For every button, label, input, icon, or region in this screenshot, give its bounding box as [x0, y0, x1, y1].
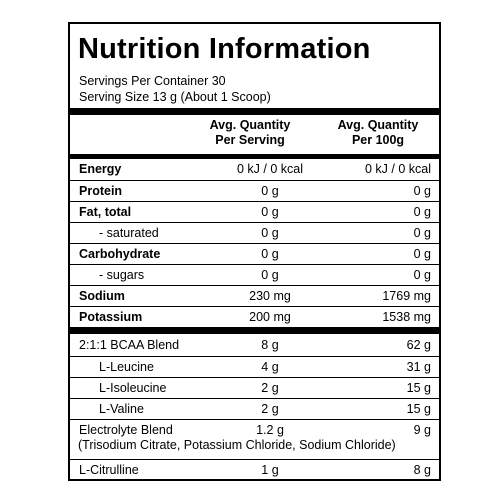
per-100g-value: 31 g [406, 360, 431, 374]
header-per-100g: Avg. Quantity Per 100g [317, 118, 439, 148]
per-serving-value: 4 g [261, 360, 279, 374]
table-row: Sodium 230 mg 1769 mg [70, 285, 439, 306]
per-100g-value: 8 g [413, 463, 431, 477]
electrolyte-sub-ingredients: (Trisodium Citrate, Potassium Chloride, … [78, 438, 396, 452]
table-row: L-Valine 2 g 15 g [70, 398, 439, 419]
per-serving-value: 1.2 g [256, 423, 284, 437]
per-100g-value: 1538 mg [382, 310, 431, 324]
row-label: L-Isoleucine [99, 381, 167, 395]
header-per-serving: Avg. Quantity Per Serving [196, 118, 304, 148]
per-100g-value: 15 g [406, 402, 431, 416]
header-per-100g-line2: Per 100g [351, 133, 405, 147]
nutrition-panel: Nutrition Information Servings Per Conta… [68, 22, 441, 481]
row-label: Energy [79, 162, 122, 176]
row-label: Protein [79, 184, 123, 198]
per-100g-value: 15 g [406, 381, 431, 395]
per-serving-value: 2 g [261, 402, 279, 416]
per-100g-value: 62 g [406, 338, 431, 352]
table-row: - saturated 0 g 0 g [70, 222, 439, 243]
thick-divider-middle [70, 327, 439, 334]
table-row: Protein 0 g 0 g [70, 180, 439, 201]
table-row: 2:1:1 BCAA Blend 8 g 62 g [70, 335, 439, 356]
table-row: L-Citrulline 1 g 8 g [70, 459, 439, 480]
table-row: Potassium 200 mg 1538 mg [70, 306, 439, 327]
per-100g-value: 0 g [413, 268, 431, 282]
header-per-serving-line1: Avg. Quantity [209, 118, 291, 132]
row-label: Potassium [79, 310, 143, 324]
thick-divider-header [70, 154, 439, 159]
per-serving-value: 0 g [261, 226, 279, 240]
per-serving-value: 8 g [261, 338, 279, 352]
row-label: L-Citrulline [79, 463, 139, 477]
row-label: - sugars [99, 268, 145, 282]
servings-per-container: Servings Per Container 30 [79, 74, 226, 88]
table-row: Carbohydrate 0 g 0 g [70, 243, 439, 264]
row-label: - saturated [99, 226, 159, 240]
table-row: Electrolyte Blend 1.2 g 9 g (Trisodium C… [70, 419, 439, 459]
table-row: Energy 0 kJ / 0 kcal 0 kJ / 0 kcal [70, 159, 439, 180]
per-serving-value: 0 g [261, 247, 279, 261]
row-label: L-Valine [99, 402, 144, 416]
row-label: L-Leucine [99, 360, 154, 374]
per-100g-value: 1769 mg [382, 289, 431, 303]
per-serving-value: 0 kJ / 0 kcal [237, 162, 303, 176]
table-row: L-Isoleucine 2 g 15 g [70, 377, 439, 398]
row-label: Sodium [79, 289, 125, 303]
row-label: Carbohydrate [79, 247, 161, 261]
per-serving-value: 0 g [261, 268, 279, 282]
per-serving-value: 200 mg [249, 310, 291, 324]
header-per-100g-line1: Avg. Quantity [337, 118, 419, 132]
per-serving-value: 2 g [261, 381, 279, 395]
header-per-serving-line2: Per Serving [215, 133, 285, 147]
row-label: 2:1:1 BCAA Blend [79, 338, 180, 352]
panel-title: Nutrition Information [78, 33, 371, 65]
per-100g-value: 0 g [413, 226, 431, 240]
table-row: L-Leucine 4 g 31 g [70, 356, 439, 377]
per-serving-value: 230 mg [249, 289, 291, 303]
row-label: Fat, total [79, 205, 132, 219]
per-serving-value: 0 g [261, 205, 279, 219]
table-row: Fat, total 0 g 0 g [70, 201, 439, 222]
per-100g-value: 0 g [413, 205, 431, 219]
per-100g-value: 0 g [413, 184, 431, 198]
serving-size: Serving Size 13 g (About 1 Scoop) [79, 90, 271, 104]
thick-divider-top [70, 108, 439, 115]
per-serving-value: 0 g [261, 184, 279, 198]
table-row: - sugars 0 g 0 g [70, 264, 439, 285]
per-serving-value: 1 g [261, 463, 279, 477]
per-100g-value: 9 g [413, 423, 431, 437]
row-label: Electrolyte Blend [79, 423, 173, 437]
per-100g-value: 0 g [413, 247, 431, 261]
per-100g-value: 0 kJ / 0 kcal [365, 162, 431, 176]
